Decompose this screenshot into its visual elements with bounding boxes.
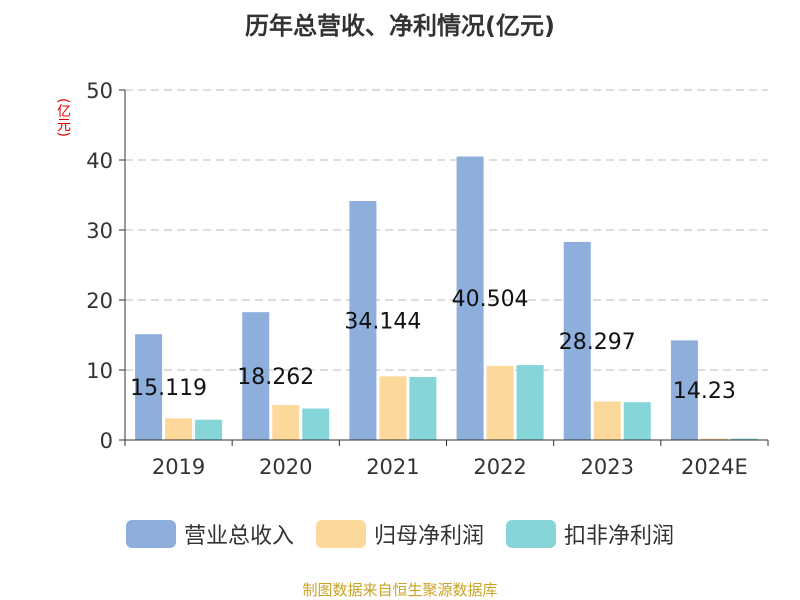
data-label: 14.23 xyxy=(673,379,736,404)
bars xyxy=(135,156,758,441)
data-label: 18.262 xyxy=(237,365,314,390)
bar-revenue xyxy=(563,241,591,440)
bar-net-profit xyxy=(272,405,300,440)
bar-revenue xyxy=(670,340,698,440)
data-label: 34.144 xyxy=(344,309,421,334)
y-tick-label: 40 xyxy=(86,149,113,173)
plot-area: 0 10 20 30 40 50 2019 2020 2021 2022 2023 2024E 15.… xyxy=(86,79,769,479)
bar-revenue xyxy=(349,200,377,440)
bar-revenue xyxy=(135,334,163,440)
data-labels: 15.119 18.262 34.144 40.504 28.297 14.23 xyxy=(130,287,736,404)
y-tick-label: 20 xyxy=(86,289,113,313)
legend-item[interactable]: 归母净利润 xyxy=(315,518,484,550)
bar-net-profit xyxy=(486,365,514,440)
bar-deducted-net-profit xyxy=(623,402,651,440)
legend-item[interactable]: 扣非净利润 xyxy=(506,518,674,550)
legend-swatch xyxy=(125,520,176,548)
data-label: 40.504 xyxy=(452,287,529,312)
legend-swatch xyxy=(506,520,556,548)
grid-lines xyxy=(125,89,768,371)
legend-item[interactable]: 营业总收入 xyxy=(125,518,294,550)
x-tick-label: 2020 xyxy=(259,455,312,479)
y-tick-label: 30 xyxy=(86,219,113,243)
bar-net-profit xyxy=(593,401,621,440)
bar-net-profit xyxy=(379,376,407,440)
y-tick-label: 10 xyxy=(86,359,113,383)
bar-net-profit xyxy=(165,418,193,440)
y-tick-label: 0 xyxy=(100,429,113,453)
axes: 0 10 20 30 40 50 2019 2020 2021 2022 2023 2024E xyxy=(86,79,769,479)
y-axis-unit-label: (亿元) xyxy=(55,97,71,137)
x-tick-label: 2019 xyxy=(152,455,205,479)
data-label: 28.297 xyxy=(559,330,636,355)
source-note: 制图数据来自恒生聚源数据库 xyxy=(302,581,498,599)
legend-swatch xyxy=(315,520,366,548)
x-tick-label: 2023 xyxy=(581,455,634,479)
bar-deducted-net-profit xyxy=(730,438,758,440)
legend-label: 归母净利润 xyxy=(373,524,484,549)
x-tick-label: 2022 xyxy=(473,455,526,479)
chart-title: 历年总营收、净利情况(亿元) xyxy=(245,12,555,40)
legend: 营业总收入 归母净利润 扣非净利润 xyxy=(0,518,800,550)
bar-net-profit xyxy=(700,438,728,440)
bar-revenue xyxy=(242,312,270,440)
bar-deducted-net-profit xyxy=(302,408,330,440)
bar-revenue xyxy=(456,156,484,441)
bar-deducted-net-profit xyxy=(516,365,544,440)
x-tick-label: 2024E xyxy=(681,455,748,479)
y-tick-label: 50 xyxy=(86,79,113,103)
data-label: 15.119 xyxy=(130,376,207,401)
bar-deducted-net-profit xyxy=(195,419,223,440)
bar-deducted-net-profit xyxy=(409,377,437,440)
x-tick-label: 2021 xyxy=(366,455,419,479)
legend-label: 营业总收入 xyxy=(183,524,294,549)
legend-label: 扣非净利润 xyxy=(564,524,675,549)
